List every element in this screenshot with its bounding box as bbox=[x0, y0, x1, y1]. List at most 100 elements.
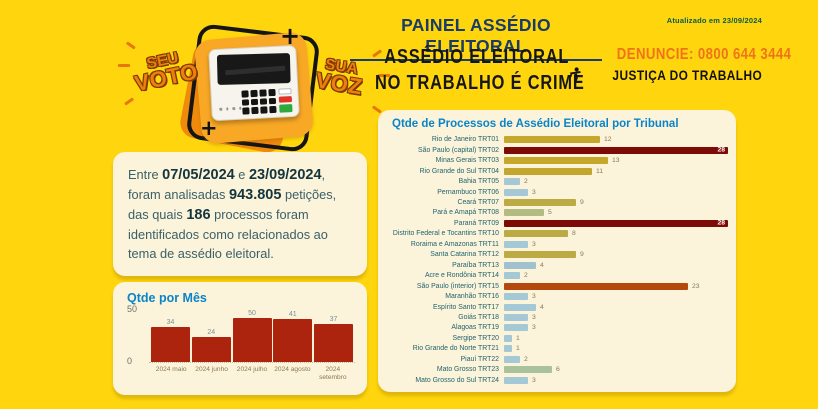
month-bar-group: 37 bbox=[314, 310, 353, 362]
spark-line bbox=[124, 97, 134, 106]
month-bar-group: 24 bbox=[191, 310, 231, 362]
tribunal-row: Paraná TRT09 28 bbox=[386, 219, 728, 229]
tribunal-label: Piauí TRT22 bbox=[460, 355, 499, 363]
month-bar[interactable] bbox=[151, 326, 190, 362]
month-bar-group: 41 bbox=[273, 310, 313, 362]
y-axis-tick-50: 50 bbox=[127, 304, 138, 314]
tribunal-bar[interactable] bbox=[504, 376, 528, 384]
tribunal-bar[interactable] bbox=[504, 251, 576, 259]
tribunal-row: Mato Grosso do Sul TRT24 3 bbox=[386, 375, 728, 385]
month-axis-label: 2024 setembro bbox=[319, 366, 347, 381]
tribunal-bar-value: 9 bbox=[580, 251, 584, 259]
month-bar-value: 41 bbox=[288, 311, 297, 319]
tribunal-bar-zone: 3 bbox=[504, 376, 728, 384]
tribunal-bar[interactable] bbox=[504, 188, 528, 196]
tribunal-bar-value: 3 bbox=[532, 293, 536, 301]
tribunal-bar-zone: 3 bbox=[504, 240, 728, 248]
tribunal-bar[interactable] bbox=[504, 313, 528, 321]
tribunal-bar[interactable] bbox=[504, 366, 552, 374]
tribunal-bar[interactable] bbox=[504, 324, 528, 332]
tribunal-label: Roraima e Amazonas TRT11 bbox=[410, 240, 499, 248]
tribunal-chart-title: Qtde de Processos de Assédio Eleitoral p… bbox=[392, 118, 679, 130]
tribunal-bar[interactable] bbox=[504, 334, 512, 342]
tribunal-bar-zone: 3 bbox=[504, 324, 728, 332]
tribunal-bar[interactable] bbox=[504, 198, 576, 206]
tribunal-bar[interactable]: 28 bbox=[504, 219, 728, 227]
tribunal-row: São Paulo (capital) TRT02 28 bbox=[386, 145, 728, 155]
slogan-line-2: NO TRABALHO É CRIME bbox=[375, 72, 585, 94]
tribunal-row: Ceará TRT07 9 bbox=[386, 198, 728, 208]
denuncie-label: DENUNCIE: 0800 644 3444 bbox=[616, 46, 792, 63]
tribunal-bar-value: 3 bbox=[532, 376, 536, 384]
tribunal-bar[interactable] bbox=[504, 282, 688, 290]
tribunal-bar-value: 3 bbox=[532, 188, 536, 196]
tribunal-bar[interactable] bbox=[504, 303, 536, 311]
tribunal-row: Rio Grande do Sul TRT04 11 bbox=[386, 166, 728, 176]
tribunal-bar[interactable] bbox=[504, 230, 568, 238]
tribunal-bar-zone: 23 bbox=[504, 282, 728, 290]
tribunal-bar[interactable] bbox=[504, 178, 520, 186]
tribunal-bar-zone: 12 bbox=[504, 136, 728, 144]
updated-label: Atualizado em 23/09/2024 bbox=[666, 16, 762, 25]
month-chart-title: Qtde por Mês bbox=[127, 291, 207, 305]
tribunal-bar-zone: 3 bbox=[504, 188, 728, 196]
tribunal-bar-value: 8 bbox=[572, 230, 576, 238]
tribunal-bar[interactable] bbox=[504, 261, 536, 269]
tribunal-label: Rio Grande do Norte TRT21 bbox=[412, 345, 499, 353]
month-chart-plot: 34 24 50 41 37 bbox=[149, 310, 355, 363]
tribunal-row: Rio Grande do Norte TRT21 1 bbox=[386, 344, 728, 354]
tribunal-bar[interactable] bbox=[504, 272, 520, 280]
tribunal-bar-zone: 2 bbox=[504, 178, 728, 186]
tribunal-label: Distrito Federal e Tocantins TRT10 bbox=[392, 230, 499, 238]
tribunal-chart-card: Qtde de Processos de Assédio Eleitoral p… bbox=[378, 110, 736, 392]
summary-highlight: 23/09/2024 bbox=[248, 167, 322, 183]
month-bar[interactable] bbox=[314, 323, 353, 362]
tribunal-bar-zone: 1 bbox=[504, 345, 728, 353]
tribunal-bar-value: 1 bbox=[516, 334, 520, 342]
tribunal-bar-zone: 2 bbox=[504, 272, 728, 280]
tribunal-bar-zone: 6 bbox=[504, 366, 728, 374]
tribunal-row: Sergipe TRT20 1 bbox=[386, 334, 728, 344]
tribunal-bar-value: 2 bbox=[524, 178, 528, 186]
tribunal-label: Bahia TRT05 bbox=[458, 178, 499, 186]
summary-segment: , foram analisadas bbox=[128, 167, 326, 202]
tribunal-label: Paraíba TRT13 bbox=[452, 261, 499, 269]
month-axis-label: 2024 junho bbox=[195, 366, 228, 373]
spark-line bbox=[118, 64, 130, 67]
tribunal-bar[interactable]: 28 bbox=[504, 146, 728, 154]
summary-segment: Entre bbox=[128, 167, 163, 182]
justica-do-trabalho-logo-icon bbox=[569, 67, 581, 83]
month-bar-value: 24 bbox=[207, 329, 216, 337]
tribunal-bar[interactable] bbox=[504, 240, 528, 248]
tribunal-row: Pará e Amapá TRT08 5 bbox=[386, 208, 728, 218]
tribunal-row: Piauí TRT22 2 bbox=[386, 355, 728, 365]
month-bar[interactable] bbox=[191, 337, 231, 362]
tribunal-label: Santa Catarina TRT12 bbox=[430, 251, 499, 259]
tribunal-row: São Paulo (interior) TRT15 23 bbox=[386, 281, 728, 291]
tribunal-bar-zone: 9 bbox=[504, 251, 728, 259]
tribunal-bar[interactable] bbox=[504, 345, 512, 353]
tribunal-row: Pernambuco TRT06 3 bbox=[386, 187, 728, 197]
tribunal-bar-value: 23 bbox=[692, 282, 700, 290]
tribunal-bar[interactable] bbox=[504, 167, 592, 175]
month-axis-label: 2024 agosto bbox=[274, 366, 311, 373]
tribunal-bar-value: 2 bbox=[524, 272, 528, 280]
tribunal-label: Pernambuco TRT06 bbox=[437, 188, 499, 196]
month-bar[interactable] bbox=[273, 319, 313, 362]
spark-line bbox=[372, 105, 382, 114]
tribunal-bar[interactable] bbox=[504, 355, 520, 363]
tribunal-bar[interactable] bbox=[504, 136, 600, 144]
page-title: PAINEL ASSÉDIO ELEITORAL bbox=[350, 15, 602, 61]
tribunal-bar-zone: 28 bbox=[504, 146, 728, 154]
voting-machine-screen bbox=[216, 53, 291, 85]
tribunal-bar[interactable] bbox=[504, 157, 608, 165]
tribunal-label: Rio Grande do Sul TRT04 bbox=[419, 167, 499, 175]
tribunal-row: Mato Grosso TRT23 6 bbox=[386, 365, 728, 375]
tribunal-bar[interactable] bbox=[504, 209, 544, 217]
tribunal-bar[interactable] bbox=[504, 293, 528, 301]
month-bar[interactable] bbox=[232, 318, 272, 362]
tribunal-label: Pará e Amapá TRT08 bbox=[432, 209, 499, 217]
voting-machine-icon bbox=[208, 44, 300, 122]
y-axis-tick-0: 0 bbox=[127, 356, 133, 366]
